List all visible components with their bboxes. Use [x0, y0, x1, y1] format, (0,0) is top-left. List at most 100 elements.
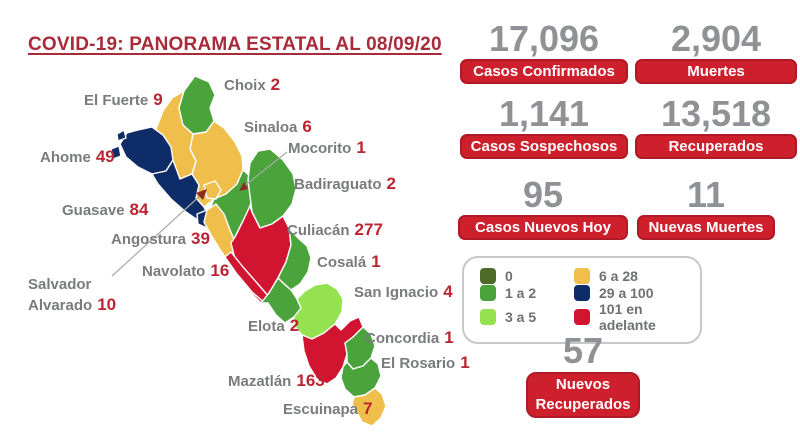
pointer-arrow-mocorito [239, 182, 248, 191]
municipality-name: Mocorito [288, 140, 352, 157]
map-label-el-fuerte: El Fuerte 9 [84, 90, 163, 111]
municipality-value: 1 [371, 252, 381, 271]
stat-new-cases-label: Casos Nuevos Hoy [458, 215, 628, 240]
map-label-cosala: Cosalá 1 [317, 252, 381, 273]
municipality-value: 2 [386, 174, 396, 193]
municipality-value: 84 [129, 200, 149, 219]
stat-new-recovered-value: 57 [562, 330, 604, 371]
municipality-value: 163 [296, 371, 325, 390]
legend-label: 0 [505, 267, 513, 284]
legend-swatch-6-28 [574, 267, 590, 284]
legend-label: 29 a 100 [599, 284, 654, 301]
stat-recovered-label: Recuperados [635, 134, 797, 159]
municipality-value: 16 [210, 261, 230, 280]
map-legend: 0 1 a 2 3 a 5 6 a 28 29 a 100 101 en ade… [462, 256, 702, 344]
legend-swatch-101-plus [574, 309, 590, 325]
stat-recovered-value: 13,518 [660, 93, 772, 134]
municipality-name: Cosalá [317, 254, 367, 271]
region-badiraguato [247, 148, 297, 229]
municipality-name: Mazatlán [228, 373, 292, 390]
legend-item: 101 en adelante [574, 301, 688, 333]
municipality-name: Culiacán [287, 222, 350, 239]
municipality-value: 6 [302, 117, 312, 136]
legend-swatch-1-2 [480, 284, 496, 301]
region-choix [178, 75, 216, 135]
legend-item: 3 a 5 [480, 301, 568, 333]
municipality-name: Ahome [40, 149, 91, 166]
pointer-line-mocorito [242, 151, 288, 188]
legend-swatch-3-5 [480, 309, 496, 325]
region-escuinapa [351, 387, 387, 427]
map-label-san-ignacio: San Ignacio 4 [354, 282, 453, 303]
stat-new-deaths-value: 11 [686, 174, 726, 215]
municipality-value: 2 [270, 75, 281, 94]
map-label-culiacan: Culiacán 277 [287, 220, 383, 241]
map-label-mocorito: Mocorito 1 [288, 138, 366, 159]
municipality-name: San Ignacio [354, 284, 439, 301]
municipality-name: Salvador Alvarado [28, 276, 93, 314]
map-label-elota: Elota 2 [248, 316, 299, 337]
municipality-name: Guasave [62, 202, 125, 219]
legend-label: 6 a 28 [599, 267, 638, 284]
stat-confirmed-label: Casos Confirmados [460, 59, 628, 84]
municipality-value: 49 [95, 147, 115, 166]
municipality-value: 39 [191, 229, 210, 248]
region-salvador-alvarado [203, 180, 222, 200]
map-label-badiraguato: Badiraguato 2 [294, 174, 396, 195]
map-label-salvador-alvarado: Salvador Alvarado 10 [28, 275, 124, 316]
stat-new-deaths-label: Nuevas Muertes [637, 215, 775, 240]
region-ahome-islet-2 [116, 129, 127, 142]
stat-new-recovered-label: Nuevos Recuperados [526, 372, 640, 418]
municipality-value: 10 [97, 295, 117, 314]
stat-confirmed-value: 17,096 [488, 18, 600, 59]
legend-swatch-29-100 [574, 284, 590, 301]
municipality-value: 7 [363, 399, 373, 418]
municipality-name: Sinaloa [244, 119, 298, 136]
legend-item: 0 [480, 267, 568, 284]
legend-label: 3 a 5 [505, 309, 537, 325]
legend-item: 6 a 28 [574, 267, 688, 284]
region-cosala [277, 227, 312, 291]
pointer-line-salvador-alvarado [111, 193, 203, 277]
municipality-name: Elota [248, 318, 285, 335]
municipality-value: 4 [443, 282, 453, 301]
stat-deaths-value: 2,904 [670, 18, 762, 59]
municipality-name: Concordia [365, 330, 440, 347]
stat-suspected-label: Casos Sospechosos [460, 134, 628, 159]
municipality-name: Navolato [142, 263, 206, 280]
region-ahome-islet-1 [110, 145, 122, 160]
municipality-value: 1 [460, 353, 470, 372]
map-label-escuinapa: Escuinapa 7 [283, 399, 373, 420]
map-label-ahome: Ahome 49 [40, 147, 115, 168]
legend-item: 1 a 2 [480, 284, 568, 301]
map-label-el-rosario: El Rosario 1 [381, 353, 470, 374]
map-label-navolato: Navolato 16 [142, 261, 229, 282]
map-label-angostura: Angostura 39 [111, 229, 210, 250]
municipality-name: El Rosario [381, 355, 456, 372]
municipality-value: 9 [153, 90, 163, 109]
legend-swatch-0 [480, 267, 496, 284]
municipality-name: Badiraguato [294, 176, 382, 193]
municipality-value: 1 [444, 328, 454, 347]
map-label-guasave: Guasave 84 [62, 200, 148, 221]
municipality-value: 2 [289, 316, 300, 335]
municipality-name: Escuinapa [283, 401, 359, 418]
legend-label: 1 a 2 [505, 284, 537, 301]
stat-deaths-label: Muertes [635, 59, 797, 84]
municipality-name: El Fuerte [84, 92, 149, 109]
legend-item: 29 a 100 [574, 284, 688, 301]
stat-suspected-value: 1,141 [498, 93, 590, 134]
municipality-value: 277 [354, 220, 383, 239]
map-label-mazatlan: Mazatlán 163 [228, 371, 325, 392]
pointer-arrow-salvador-alvarado [196, 189, 207, 200]
legend-label: 101 en adelante [599, 301, 656, 333]
municipality-name: Choix [224, 77, 266, 94]
map-label-concordia: Concordia 1 [365, 328, 454, 349]
map-label-sinaloa: Sinaloa 6 [244, 117, 312, 138]
page-title: COVID-19: PANORAMA ESTATAL AL 08/09/20 [28, 34, 442, 55]
municipality-value: 1 [356, 138, 366, 157]
municipality-name: Angostura [111, 231, 186, 248]
stat-new-cases-value: 95 [522, 174, 564, 215]
